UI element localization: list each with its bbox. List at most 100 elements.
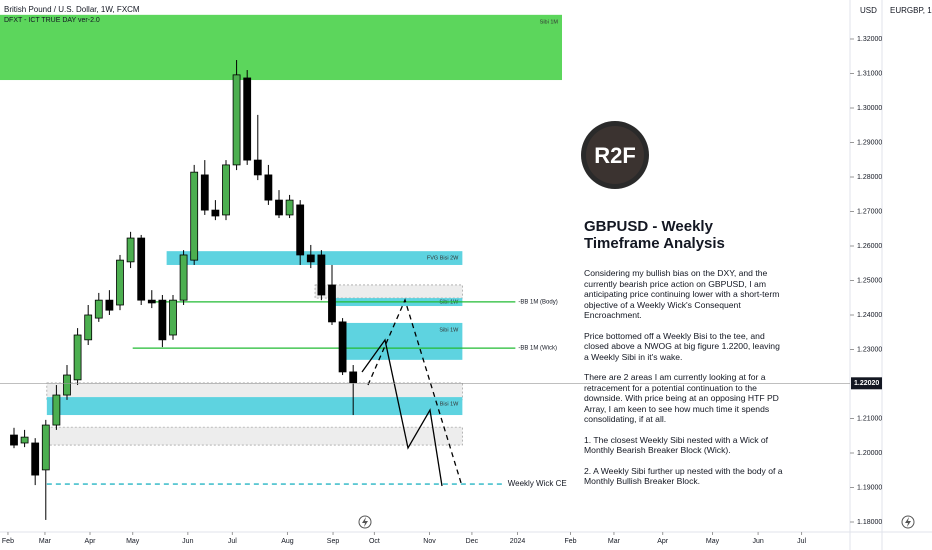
logo: R2F: [581, 121, 649, 189]
x-tick-label: Jun: [752, 538, 763, 545]
zone-label: Sibi 1M: [540, 19, 559, 25]
zone-label: Bisi 1W: [440, 402, 459, 408]
x-tick-label: Mar: [39, 538, 52, 545]
candle-body: [73, 334, 82, 381]
paragraphs: Considering my bullish bias on the DXY, …: [584, 268, 784, 487]
projection-path: [361, 338, 443, 487]
candle: [222, 160, 230, 221]
candle: [328, 264, 336, 325]
x-tick-label: Sep: [327, 538, 340, 545]
candle-body: [285, 199, 294, 216]
y-tick-label: 1.18000: [857, 519, 882, 526]
y-tick-label: 1.20000: [857, 450, 882, 457]
candle: [275, 190, 283, 219]
candle-body: [264, 174, 273, 201]
heading: GBPUSD - Weekly Timeframe Analysis: [584, 218, 725, 252]
zone: [46, 426, 463, 446]
candle-body: [84, 314, 93, 341]
currency: USD: [860, 6, 877, 15]
replay-icon[interactable]: [358, 515, 372, 529]
candle: [285, 194, 294, 219]
candle-body: [105, 299, 114, 311]
y-tick-label: 1.31000: [857, 70, 882, 77]
candle: [31, 438, 40, 486]
candle: [243, 70, 252, 165]
candle: [105, 290, 114, 315]
candle: [84, 304, 93, 346]
paragraph: Considering my bullish bias on the DXY, …: [584, 268, 780, 320]
candle: [158, 294, 167, 348]
x-tick-label: Feb: [2, 538, 14, 545]
x-tick-label: Nov: [423, 538, 436, 545]
x-tick-label: May: [126, 538, 140, 545]
candle: [63, 365, 71, 400]
candle-body: [169, 299, 177, 336]
candle: [10, 427, 18, 449]
candle-body: [147, 299, 156, 304]
candle: [94, 292, 103, 322]
candle-body: [253, 159, 262, 176]
level-label: -BB 1M (Body): [518, 299, 557, 305]
last-price-tag: [851, 377, 882, 390]
candle-body: [211, 209, 220, 217]
candle-body: [10, 434, 18, 446]
zone-label: FVG Bisi 2W: [427, 256, 459, 262]
candle: [338, 318, 347, 376]
y-tick-label: 1.32000: [857, 36, 882, 43]
candle: [190, 164, 199, 265]
candle-body: [126, 237, 135, 263]
candle-body: [52, 394, 61, 426]
candle-body: [158, 299, 167, 341]
candle-body: [349, 371, 358, 384]
paragraph: Price bottomed off a Weekly Bisi to the …: [584, 330, 780, 362]
indicator-name: DFXT - ICT TRUE DAY ver-2.0: [4, 17, 100, 24]
x-tick-label: Oct: [369, 538, 380, 545]
candle: [169, 294, 177, 340]
y-tick-label: 1.25000: [857, 277, 882, 284]
candle-body: [200, 174, 209, 211]
candle-body: [116, 259, 124, 306]
candle: [137, 234, 146, 305]
candle: [306, 244, 315, 269]
zone: [0, 14, 563, 81]
chart-title: British Pound / U.S. Dollar, 1W, FXCM: [4, 5, 140, 14]
candle-body: [179, 254, 188, 301]
x-tick-label: Apr: [657, 538, 669, 545]
candle: [41, 419, 50, 520]
projection-dashed: [367, 298, 463, 487]
candle-body: [243, 77, 252, 161]
y-tick-label: 1.24000: [857, 312, 882, 319]
candle-body: [190, 171, 199, 261]
candle: [20, 429, 29, 448]
replay-icon[interactable]: [901, 515, 915, 529]
zone: [46, 397, 463, 416]
candle: [296, 200, 305, 265]
level-label: -BB 1M (Wick): [518, 346, 557, 352]
candle-body: [137, 237, 146, 301]
candle: [200, 160, 209, 215]
candle-body: [232, 74, 241, 166]
candle: [211, 200, 220, 221]
y-tick-label: 1.26000: [857, 243, 882, 250]
candle-body: [317, 254, 326, 296]
paragraph: There are 2 areas I am currently looking…: [584, 372, 779, 424]
x-tick-label: Jul: [797, 538, 806, 545]
zone: [314, 284, 463, 299]
candle: [317, 250, 326, 301]
candle-body: [275, 199, 283, 216]
x-tick-label: Apr: [85, 538, 97, 545]
x-tick-label: Jul: [228, 538, 237, 545]
candle-body: [296, 204, 305, 256]
last-price-label: 1.22020: [854, 380, 879, 387]
candle: [253, 114, 262, 181]
candle-body: [222, 164, 230, 216]
x-tick-label: Jun: [182, 538, 193, 545]
candle-body: [338, 321, 347, 373]
paragraph: 1. The closest Weekly Sibi nested with a…: [584, 434, 769, 456]
y-tick-label: 1.19000: [857, 484, 882, 491]
x-tick-label: Mar: [608, 538, 621, 545]
candle-body: [306, 254, 315, 263]
zone-label: Sibi 1W: [439, 327, 459, 333]
